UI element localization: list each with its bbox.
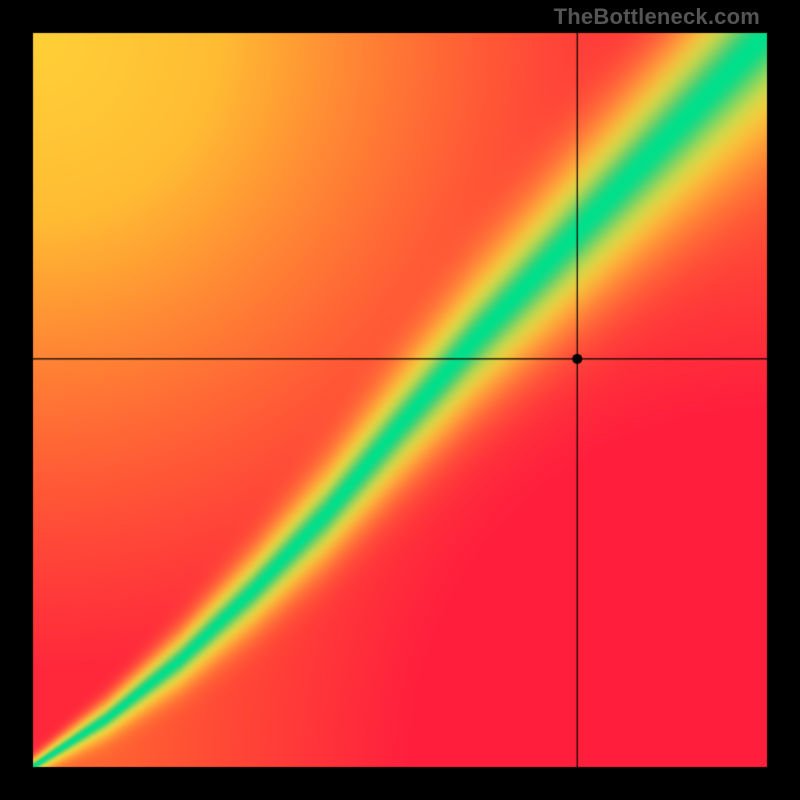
bottleneck-heatmap-canvas <box>0 0 800 800</box>
chart-container: TheBottleneck.com <box>0 0 800 800</box>
watermark-text: TheBottleneck.com <box>554 4 760 30</box>
